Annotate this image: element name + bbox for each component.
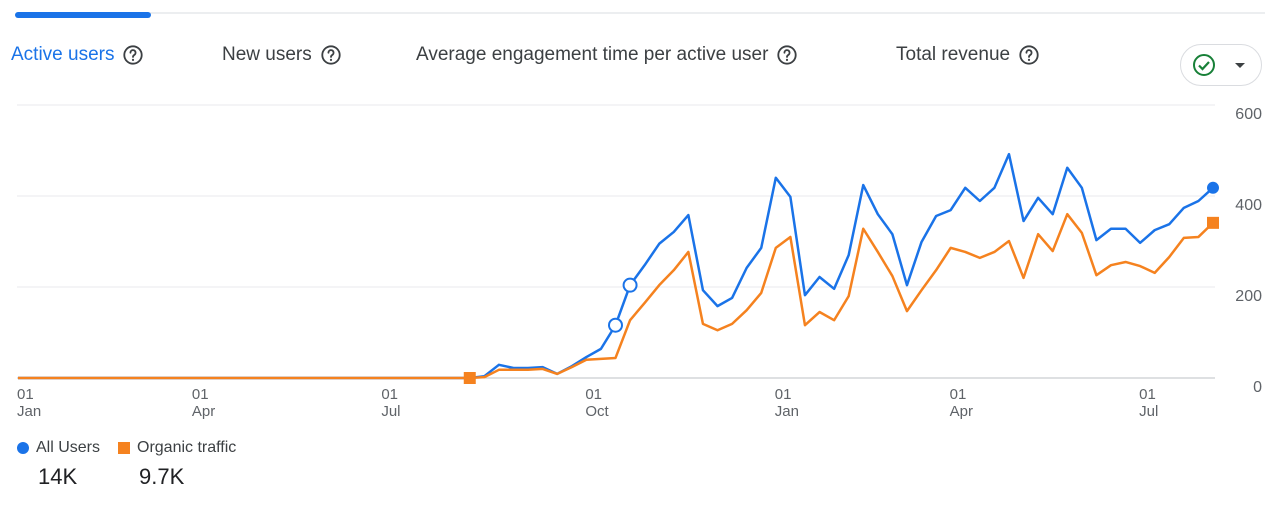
series-line bbox=[18, 152, 1214, 380]
point-marker bbox=[1207, 181, 1219, 194]
x-tick-label: 01 Jul bbox=[1139, 386, 1159, 420]
tab-label: Total revenue bbox=[896, 44, 1011, 65]
tab[interactable]: Active users bbox=[11, 44, 144, 66]
x-tick-label: 01 Jan bbox=[17, 386, 42, 420]
help-icon[interactable] bbox=[320, 44, 342, 66]
point-marker bbox=[622, 277, 638, 293]
point-marker bbox=[463, 372, 476, 384]
legend-label: All Users bbox=[36, 439, 101, 456]
help-icon[interactable] bbox=[1018, 44, 1040, 66]
y-tick-label: 600 bbox=[1235, 106, 1262, 123]
active-tab-indicator bbox=[15, 12, 151, 18]
legend-total: 9.7K bbox=[139, 464, 185, 489]
compare-picker[interactable] bbox=[1180, 44, 1262, 86]
tab[interactable]: Average engagement time per active user bbox=[416, 44, 798, 66]
point-marker bbox=[608, 317, 623, 333]
y-tick-label: 400 bbox=[1235, 197, 1262, 214]
y-tick-label: 0 bbox=[1253, 379, 1262, 396]
legend-swatch bbox=[118, 442, 130, 454]
tab-label: Average engagement time per active user bbox=[416, 44, 769, 65]
y-tick-label: 200 bbox=[1235, 288, 1262, 305]
point-marker bbox=[1207, 216, 1219, 229]
x-tick-label: 01 Oct bbox=[585, 386, 609, 420]
tab-label: Active users bbox=[11, 44, 115, 65]
series-line bbox=[18, 212, 1214, 380]
legend-swatch bbox=[17, 442, 29, 454]
x-tick-label: 01 Apr bbox=[949, 386, 974, 420]
legend-item: Organic traffic bbox=[118, 439, 236, 457]
legend-item: All Users bbox=[17, 439, 100, 457]
help-icon[interactable] bbox=[122, 44, 144, 66]
picker-icons bbox=[1193, 54, 1245, 76]
tab[interactable]: New users bbox=[222, 44, 342, 66]
x-tick-label: 01 Jul bbox=[381, 386, 401, 420]
x-tick-label: 01 Apr bbox=[191, 386, 216, 420]
legend-total: 14K bbox=[38, 464, 78, 489]
help-icon[interactable] bbox=[776, 44, 798, 66]
tab-label: New users bbox=[222, 44, 312, 65]
tab[interactable]: Total revenue bbox=[896, 44, 1040, 66]
legend-label: Organic traffic bbox=[137, 439, 237, 456]
x-tick-label: 01 Jan bbox=[774, 386, 799, 420]
